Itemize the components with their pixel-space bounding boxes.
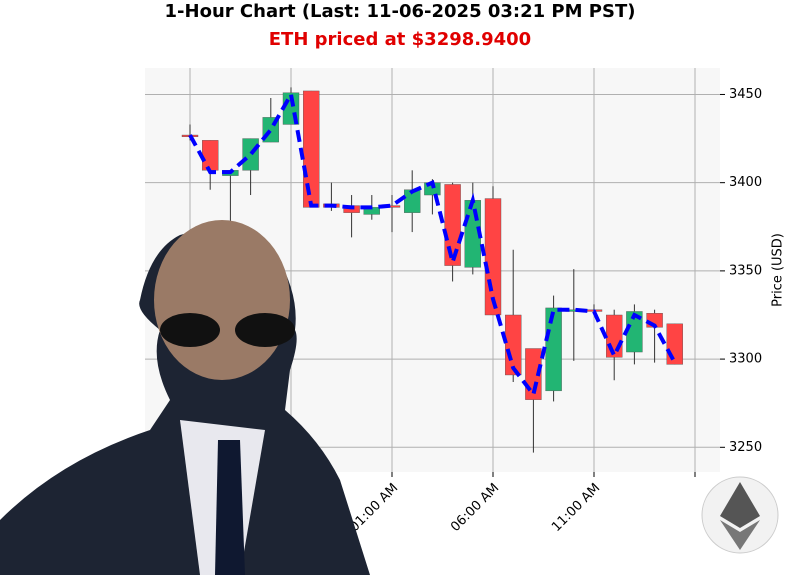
candle-body — [303, 90, 320, 208]
candle-body — [444, 184, 461, 266]
y-tick-label: 3350 — [729, 263, 762, 278]
chart-subtitle: ETH priced at $3298.9400 — [269, 29, 531, 50]
y-tick-label: 3450 — [729, 87, 762, 102]
sunglasses-left — [160, 313, 220, 347]
sunglasses-right — [235, 313, 295, 347]
price-line — [188, 88, 677, 399]
person-head — [154, 220, 290, 380]
candle-body — [505, 314, 522, 376]
chart-title: 1-Hour Chart (Last: 11-06-2025 03:21 PM … — [165, 1, 636, 22]
candle-body — [545, 307, 562, 392]
x-tick-label: 06:00 AM — [448, 481, 502, 535]
y-tick-label: 3300 — [729, 352, 762, 367]
x-tick-label: 01:00 AM — [347, 481, 401, 535]
y-tick-label: 3250 — [729, 440, 762, 455]
candle-body — [666, 323, 683, 365]
x-tick-label: 11:00 AM — [549, 481, 603, 535]
decor — [0, 220, 779, 575]
candle-body — [201, 140, 219, 171]
eth-logo-bottom — [720, 520, 760, 550]
eth-logo-top — [720, 482, 760, 528]
y-axis-label: Price (USD) — [771, 233, 786, 307]
candle-body — [242, 138, 259, 171]
y-tick-label: 3400 — [729, 175, 762, 190]
tie — [215, 440, 245, 575]
